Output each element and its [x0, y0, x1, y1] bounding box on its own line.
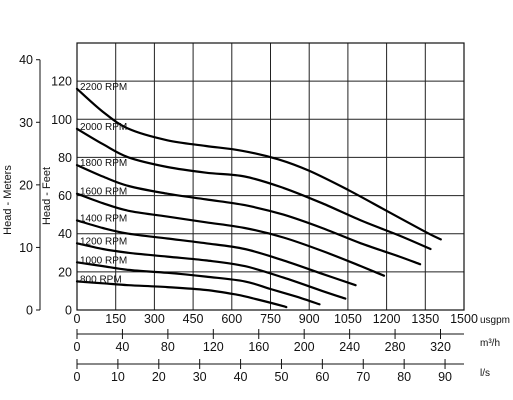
series-line — [75, 280, 288, 309]
x-tick-label-usgpm: 1050 — [334, 312, 362, 326]
secondary-tick-label: 0 — [74, 340, 81, 354]
series-label: 2000 RPM — [80, 122, 127, 133]
secondary-tick-label: 50 — [275, 370, 289, 384]
y-tick-label-meters: 40 — [19, 53, 33, 67]
y-tick-label-feet: 60 — [58, 189, 72, 203]
secondary-tick-label: 80 — [161, 340, 175, 354]
series-line — [75, 87, 442, 241]
series-label: 1800 RPM — [80, 158, 127, 169]
series-label: 1200 RPM — [80, 236, 127, 247]
secondary-tick-label: 0 — [74, 370, 81, 384]
secondary-tick-label: 200 — [294, 340, 315, 354]
secondary-tick-label: 70 — [356, 370, 370, 384]
x-tick-label-usgpm: 0 — [74, 312, 81, 326]
x-tick-label-usgpm: 1200 — [373, 312, 401, 326]
series-line — [75, 242, 347, 300]
secondary-tick-label: 160 — [248, 340, 269, 354]
series-label: 1600 RPM — [80, 187, 127, 198]
series-line — [75, 164, 422, 266]
plot-frame — [76, 42, 465, 311]
secondary-tick-label: 30 — [193, 370, 207, 384]
y-tick-label-meters: 30 — [19, 116, 33, 130]
series-label: 1000 RPM — [80, 255, 127, 266]
y-tick-label-feet: 120 — [51, 75, 72, 89]
y-tick-label-meters: 10 — [19, 241, 33, 255]
y-tick-label-meters: 20 — [19, 178, 33, 192]
x-unit-usgpm: usgpm — [480, 315, 510, 326]
x-tick-label-usgpm: 600 — [221, 312, 242, 326]
secondary-axis-unit: l/s — [480, 368, 490, 379]
y-tick-label-feet: 0 — [65, 304, 72, 318]
y-tick-label-feet: 80 — [58, 151, 72, 165]
y-tick-label-meters: 0 — [26, 304, 33, 318]
y-tick-label-feet: 100 — [51, 113, 72, 127]
secondary-tick-label: 90 — [438, 370, 452, 384]
x-tick-label-usgpm: 1350 — [411, 312, 439, 326]
x-tick-label-usgpm: 150 — [105, 312, 126, 326]
x-tick-label-usgpm: 300 — [144, 312, 165, 326]
secondary-tick-label: 40 — [115, 340, 129, 354]
x-tick-label-usgpm: 450 — [183, 312, 204, 326]
secondary-tick-label: 120 — [203, 340, 224, 354]
series-line — [75, 219, 357, 287]
series-line — [75, 261, 321, 306]
y-axis-title-meters: Head - Meters — [2, 165, 14, 235]
secondary-tick-label: 20 — [152, 370, 166, 384]
y-axis-title-feet: Head - Feet — [41, 167, 53, 225]
secondary-tick-label: 280 — [385, 340, 406, 354]
secondary-tick-label: 40 — [234, 370, 248, 384]
secondary-tick-label: 10 — [111, 370, 125, 384]
series-label: 2200 RPM — [80, 82, 127, 93]
series-line — [75, 127, 432, 251]
secondary-tick-label: 240 — [339, 340, 360, 354]
secondary-tick-label: 80 — [397, 370, 411, 384]
y-tick-label-feet: 40 — [58, 227, 72, 241]
secondary-axis-unit: m³/h — [480, 338, 500, 349]
series-label: 1400 RPM — [80, 213, 127, 224]
x-tick-label-usgpm: 1500 — [450, 312, 478, 326]
series-line — [75, 192, 386, 277]
secondary-tick-label: 60 — [315, 370, 329, 384]
secondary-tick-label: 320 — [430, 340, 451, 354]
series-label: 800 RPM — [80, 274, 122, 285]
x-tick-label-usgpm: 900 — [299, 312, 320, 326]
x-tick-label-usgpm: 750 — [260, 312, 281, 326]
y-tick-label-feet: 20 — [58, 265, 72, 279]
